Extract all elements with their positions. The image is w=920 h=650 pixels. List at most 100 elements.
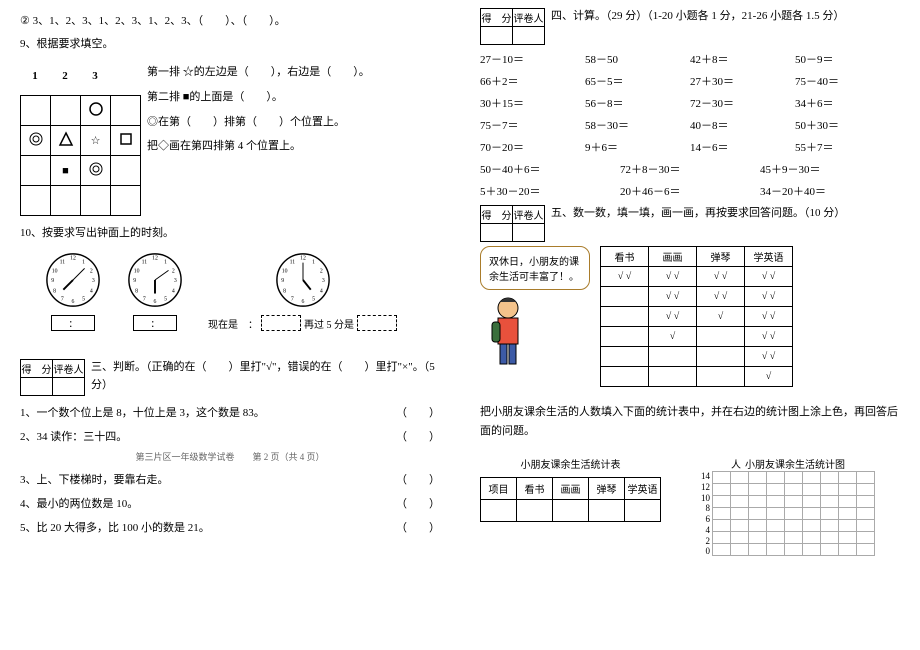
calc-row: 75－7＝58－30＝40－8＝50＋30＝ [480,117,900,133]
chart-cell [803,484,821,496]
chart-cell [803,508,821,520]
tf-1: 1、一个数个位上是 8，十位上是 3，这个数是 83。（ ） [20,404,440,420]
svg-text:9: 9 [133,278,136,284]
kid-speech: 双休日，小朋友的课余生活可丰富了！。 [480,246,590,373]
chart-cell [821,532,839,544]
q9-l3: ◎在第（ ）排第（ ）个位置上。 [147,113,370,132]
chart-cell [803,532,821,544]
svg-text:11: 11 [60,260,66,266]
act-cell: √ √ [745,347,793,367]
chart-cell [821,472,839,484]
q2-line: ② 3、1、2、3、1、2、3、1、2、3、（ ）、（ ）。 [20,12,440,31]
chart-cell [857,544,875,556]
calc-4col: 27－10＝58－5042＋8＝50－9＝66＋2＝65－5＝27＋30＝75－… [480,51,900,155]
svg-text:8: 8 [283,289,286,295]
calc-cell: 70－20＝ [480,139,585,155]
calc-row: 27－10＝58－5042＋8＝50－9＝ [480,51,900,67]
chart-cell [767,484,785,496]
time-box-1[interactable]: ： [51,315,95,331]
score-cell[interactable] [481,27,513,45]
chart-cell [713,472,731,484]
sec4-title: 四、计算。（29 分）（1-20 小题各 1 分，21-26 小题各 1.5 分… [551,8,900,26]
svg-text:5: 5 [82,296,85,302]
svg-text:3: 3 [92,278,95,284]
chart-cell [803,472,821,484]
chart-grid [712,471,875,556]
stat-hdr-cell: 画画 [553,478,589,500]
chart-cell [839,472,857,484]
calc-cell: 72＋8－30＝ [620,161,760,177]
now-box[interactable] [261,315,301,331]
calc-cell: 42＋8＝ [690,51,795,67]
score-cell[interactable] [21,378,53,396]
y-tick: 4 [706,525,711,535]
tf-3: 3、上、下楼梯时，要靠右走。（ ） [20,471,440,487]
act-cell: √ √ [649,267,697,287]
clock-3: 123691245781011 现在是 ： 再过 5 分是 [208,251,397,331]
stat-table-block: 小朋友课余生活统计表 项目看书画画弹琴学英语 [480,446,661,556]
act-cell [601,287,649,307]
chart-cell [731,532,749,544]
svg-text:1: 1 [312,260,315,266]
y-tick: 6 [706,514,711,524]
svg-text:7: 7 [61,296,64,302]
calc-row: 50－40＋6＝72＋8－30＝45＋9－30＝ [480,161,900,177]
chart-cell [785,520,803,532]
act-cell [649,347,697,367]
calc-row: 5＋30－20＝20＋46－6＝34－20＋40＝ [480,183,900,199]
calc-cell: 66＋2＝ [480,73,585,89]
chart-cell [749,508,767,520]
chart-cell [767,508,785,520]
act-cell: √ √ [649,307,697,327]
circle-icon [81,96,111,126]
act-cell: √ [745,367,793,387]
chart-cell [749,496,767,508]
calc-cell: 27－10＝ [480,51,585,67]
after5-box[interactable] [357,315,397,331]
svg-text:5: 5 [312,296,315,302]
chart-cell [821,508,839,520]
svg-text:6: 6 [301,299,304,305]
act-cell [697,327,745,347]
q9-grid: ☆ ■ [20,95,141,216]
num-2: 2 [50,61,80,91]
stat-title: 小朋友课余生活统计表 [480,456,661,471]
q5-instruction: 把小朋友课余生活的人数填入下面的统计表中，并在右边的统计图上涂上色，再回答后面的… [480,403,900,440]
act-cell: √ √ [745,267,793,287]
calc-cell: 55＋7＝ [795,139,900,155]
act-hdr-cell: 学英语 [745,247,793,267]
q9-l4: 把◇画在第四排第 4 个位置上。 [147,137,370,156]
stat-table: 项目看书画画弹琴学英语 [480,477,661,522]
time-box-2[interactable]: ： [133,315,177,331]
chart-cell [767,544,785,556]
right-column: 得 分评卷人 四、计算。（29 分）（1-20 小题各 1 分，21-26 小题… [460,8,920,642]
svg-text:7: 7 [290,296,293,302]
grader-cell[interactable] [513,224,545,242]
chart-cell [749,520,767,532]
star-icon: ☆ [81,126,111,156]
sec5-title: 五、数一数，填一填，画一画，再按要求回答问题。（10 分） [551,205,900,223]
stat-wrap: 小朋友课余生活统计表 项目看书画画弹琴学英语 人小朋友课余生活统计图 14121… [480,446,900,556]
chart-cell [767,520,785,532]
q9-title: 9、根据要求填空。 [20,35,440,54]
score-cell[interactable] [481,224,513,242]
chart-cell [731,484,749,496]
chart-cell [713,484,731,496]
chart-block: 人小朋友课余生活统计图 14121086420 [701,446,875,556]
dbl-circle-icon-2 [81,156,111,186]
act-cell: √ √ [601,267,649,287]
svg-text:8: 8 [135,289,138,295]
act-cell [601,327,649,347]
grader-hdr: 评卷人 [513,206,545,224]
calc-cell: 72－30＝ [690,95,795,111]
act-cell [697,367,745,387]
chart-cell [713,520,731,532]
act-cell: √ [697,307,745,327]
grader-cell[interactable] [513,27,545,45]
grader-hdr: 评卷人 [513,9,545,27]
grader-cell[interactable] [53,378,85,396]
y-axis: 14121086420 [701,471,710,556]
svg-text:8: 8 [53,289,56,295]
stat-hdr-cell: 项目 [481,478,517,500]
num-3: 3 [80,61,110,91]
